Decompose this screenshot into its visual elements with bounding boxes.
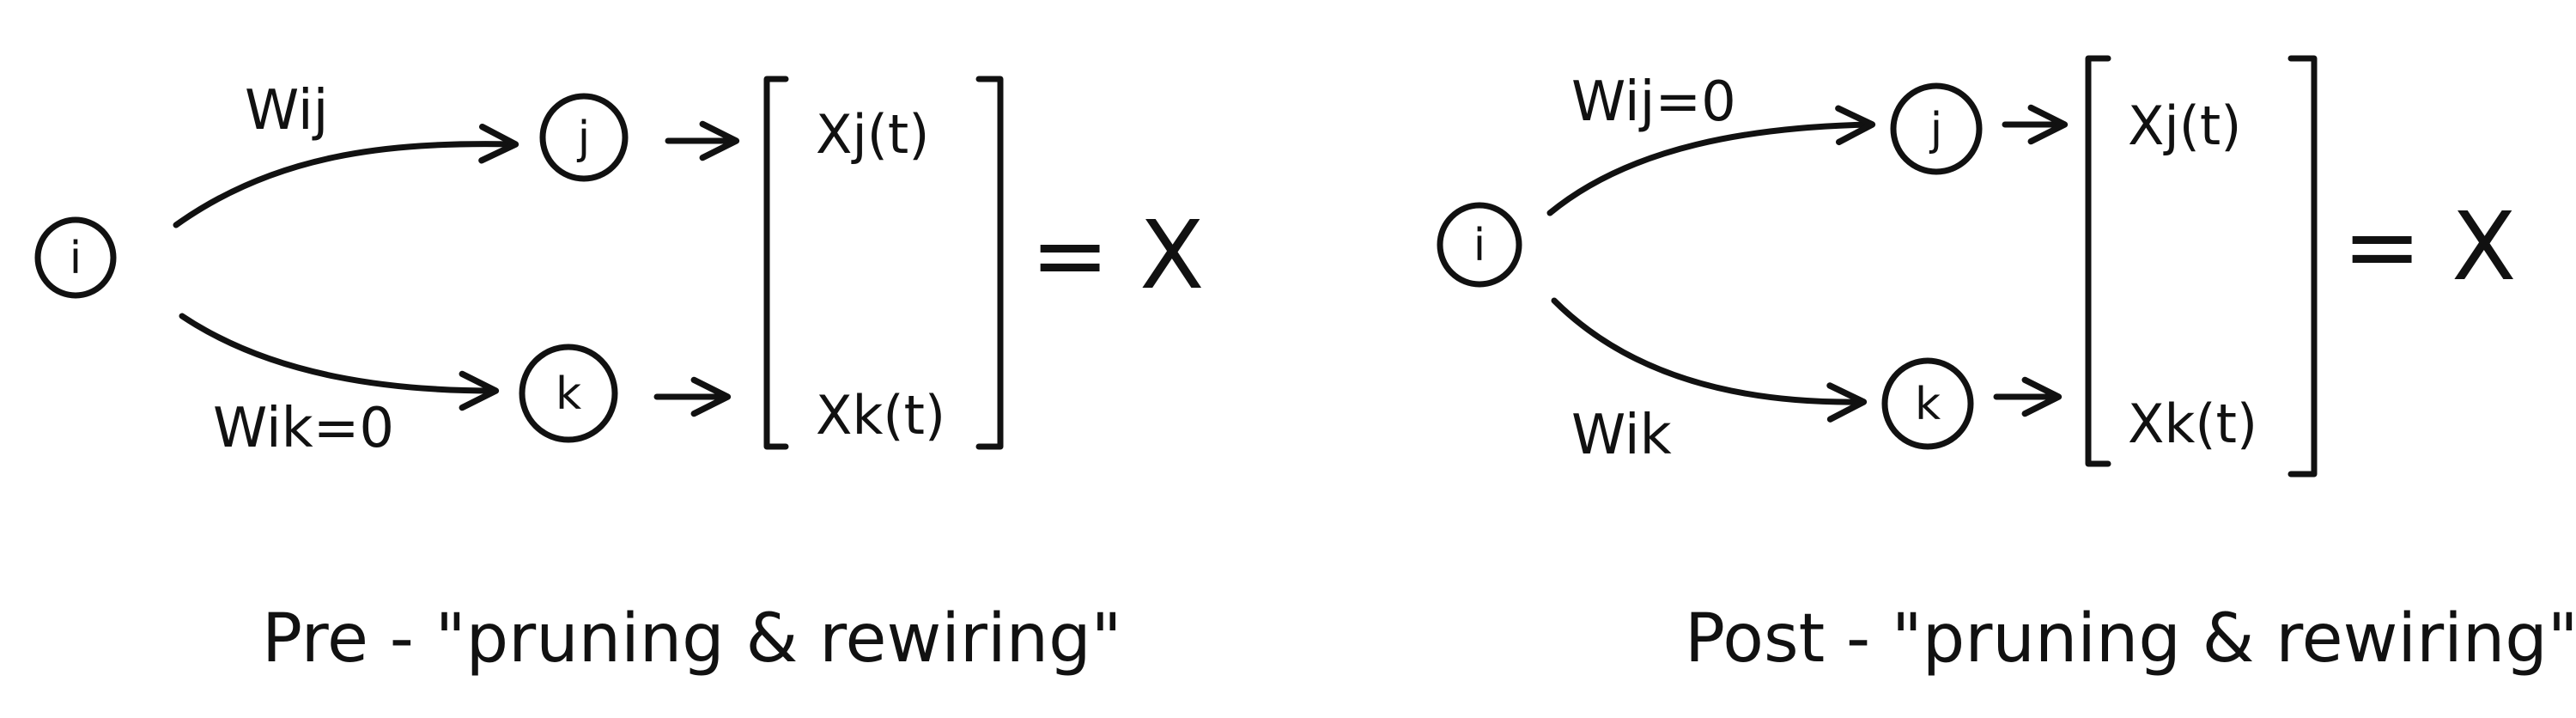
edge-ik-label: Wik [1571, 404, 1672, 467]
node-k: k [519, 344, 618, 443]
node-j-label: j [577, 113, 590, 164]
node-i-label: i [1473, 220, 1485, 271]
node-i: i [1437, 202, 1522, 288]
node-k: k [1881, 357, 1974, 450]
equals-x: = X [1030, 200, 1205, 310]
node-k-label: k [556, 368, 581, 420]
node-i-circle [1437, 202, 1522, 288]
node-j: j [539, 93, 629, 182]
node-j-circle [1890, 82, 1983, 175]
vector-top-entry: Xj(t) [816, 103, 929, 166]
edge-ij-label: Wij=0 [1571, 70, 1736, 134]
pre-panel: i j k Wij Wik=0 Xj(t) Xk(t) = X Pre - "p… [34, 76, 1205, 678]
vector-top-entry: Xj(t) [2128, 94, 2241, 157]
equals-x: = X [2342, 192, 2517, 301]
edge-i-to-k [1551, 297, 1868, 423]
node-k-label: k [1915, 379, 1941, 430]
node-k-circle [519, 344, 618, 443]
post-panel: i j k Wij=0 Wik Xj(t) Xk(t) = X Post - "… [1437, 55, 2576, 678]
pre-caption: Pre - "pruning & rewiring" [262, 600, 1121, 678]
edge-i-to-j [173, 123, 519, 228]
node-j-label: j [1929, 104, 1942, 155]
node-j-circle [539, 93, 629, 182]
vector-right-bracket [2287, 55, 2318, 478]
node-k-circle [1881, 357, 1974, 450]
vector-bottom-entry: Xk(t) [816, 384, 945, 447]
edge-ij-label: Wij [245, 79, 328, 143]
edge-i-to-k [179, 313, 500, 411]
node-j: j [1890, 82, 1983, 175]
vector-right-bracket [975, 76, 1004, 450]
vector-bottom-entry: Xk(t) [2128, 392, 2257, 455]
post-caption: Post - "pruning & rewiring" [1685, 600, 2576, 678]
node-i: i [34, 216, 117, 299]
node-i-circle [34, 216, 117, 299]
vector-left-bracket [2085, 55, 2111, 467]
vector-left-bracket [763, 76, 789, 450]
edge-i-to-j [1546, 105, 1876, 216]
node-i-label: i [70, 233, 82, 284]
edge-ik-label: Wik=0 [213, 397, 394, 460]
